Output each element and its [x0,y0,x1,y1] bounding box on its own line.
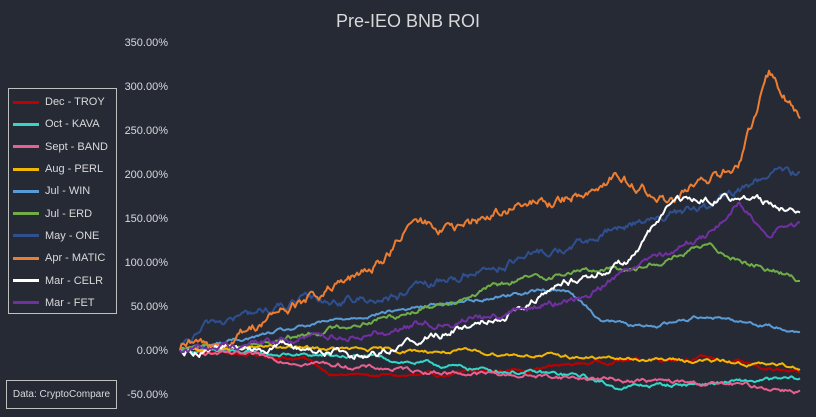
y-tick-label: 100.00% [125,257,169,269]
series-line-jul-win [179,288,801,351]
legend-swatch [13,100,39,104]
series-line-jul-erd [179,242,801,352]
legend-item: Dec - TROY [13,91,116,113]
series-line-may-one [179,166,801,351]
legend-label: Apr - MATIC [45,252,106,265]
y-tick-label: 350.00% [125,37,169,49]
series-line-apr-matic [179,69,801,351]
legend-label: Mar - FET [45,296,95,309]
legend-label: Oct - KAVA [45,118,100,131]
legend-item: Jul - WIN [13,180,116,202]
legend-item: Aug - PERL [13,158,116,180]
series-line-aug-perl [179,344,801,371]
legend-item: Mar - CELR [13,269,116,291]
legend-swatch [13,145,39,149]
series-line-sept-band [179,347,801,395]
series-lines [179,69,801,395]
legend-item: Mar - FET [13,292,116,314]
legend-swatch [13,189,39,193]
legend-label: Jul - ERD [45,207,93,220]
y-tick-label: 0.00% [137,345,168,357]
legend-swatch [13,301,39,305]
legend-label: Sept - BAND [45,140,108,153]
y-tick-label: 50.00% [131,301,169,313]
legend-swatch [13,122,39,126]
y-tick-label: 200.00% [125,169,169,181]
y-tick-label: -50.00% [127,389,168,401]
series-line-mar-fet [179,201,801,354]
legend-label: Dec - TROY [45,96,105,109]
legend-swatch [13,279,39,283]
data-source-label: Data: CryptoCompare [6,380,117,409]
y-tick-label: 300.00% [125,81,169,93]
chart-title: Pre-IEO BNB ROI [336,11,480,31]
legend-item: Sept - BAND [13,136,116,158]
y-axis: 350.00% 300.00% 250.00% 200.00% 150.00% 100.0… [125,37,169,401]
y-tick-label: 150.00% [125,213,169,225]
legend: Dec - TROY Oct - KAVA Sept - BAND Aug - PER… [8,88,117,314]
legend-item: Apr - MATIC [13,247,116,269]
legend-label: Jul - WIN [45,185,91,198]
legend-label: May - ONE [45,229,100,242]
series-line-mar-celr [179,192,801,360]
legend-item: May - ONE [13,225,116,247]
legend-label: Aug - PERL [45,163,104,176]
legend-swatch [13,234,39,238]
legend-item: Oct - KAVA [13,113,116,135]
legend-swatch [13,167,39,171]
legend-swatch [13,212,39,216]
legend-item: Jul - ERD [13,202,116,224]
legend-swatch [13,256,39,260]
legend-label: Mar - CELR [45,274,104,287]
y-tick-label: 250.00% [125,125,169,137]
